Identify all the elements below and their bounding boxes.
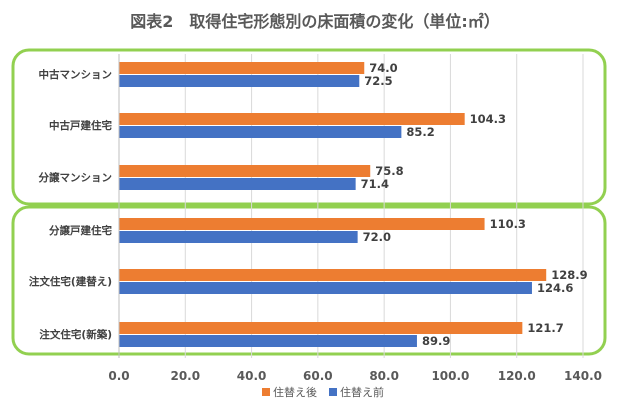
data-label: 121.7: [527, 321, 563, 335]
bar-after: [119, 218, 485, 230]
x-tick-label: 100.0: [431, 369, 469, 383]
data-label: 74.0: [369, 61, 397, 75]
bar-before: [119, 178, 356, 190]
data-label: 72.5: [364, 74, 392, 88]
bar-before: [119, 282, 532, 294]
bar-before: [119, 126, 402, 138]
bar-before: [119, 75, 360, 87]
data-label: 71.4: [361, 177, 389, 191]
data-label: 72.0: [363, 230, 391, 244]
x-tick-label: 40.0: [237, 369, 267, 383]
legend-swatch: [329, 388, 337, 396]
group-box-2: [11, 205, 607, 356]
data-label: 128.9: [551, 268, 587, 282]
data-label: 104.3: [470, 112, 506, 126]
legend-swatch: [262, 388, 270, 396]
category-label: 分譲マンション: [39, 171, 113, 184]
bar-after: [119, 165, 371, 177]
x-tick-label: 20.0: [170, 369, 200, 383]
data-label: 89.9: [422, 334, 450, 348]
category-label: 注文住宅(建替え): [29, 275, 112, 288]
category-label: 中古マンション: [39, 68, 113, 81]
x-tick-label: 120.0: [498, 369, 536, 383]
bar-after: [119, 322, 523, 334]
x-tick-label: 60.0: [303, 369, 333, 383]
bar-before: [119, 335, 417, 347]
chart-title: 図表2 取得住宅形態別の床面積の変化（単位:㎡）: [130, 12, 500, 31]
bar-after: [119, 113, 465, 125]
x-tick-label: 0.0: [108, 369, 129, 383]
category-label: 中古戸建住宅: [49, 119, 112, 132]
x-tick-label: 140.0: [564, 369, 602, 383]
group-box-1: [11, 48, 607, 206]
category-label: 注文住宅(新築): [39, 328, 112, 341]
bar-after: [119, 62, 365, 74]
data-label: 85.2: [406, 125, 434, 139]
data-label: 75.8: [375, 164, 403, 178]
data-label: 110.3: [490, 217, 526, 231]
legend-label: 住替え後: [273, 385, 317, 399]
data-label: 124.6: [537, 281, 573, 295]
x-tick-label: 80.0: [369, 369, 399, 383]
legend-label: 住替え前: [340, 385, 384, 399]
category-label: 分譲戸建住宅: [49, 224, 112, 237]
bar-after: [119, 269, 547, 281]
bar-before: [119, 231, 358, 243]
